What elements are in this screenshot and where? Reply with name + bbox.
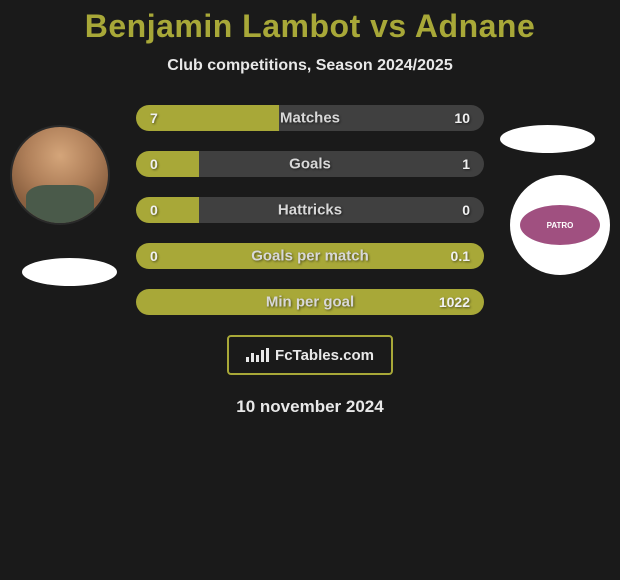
logo-text: FcTables.com <box>275 347 374 364</box>
stat-right-value: 0.1 <box>451 248 470 264</box>
stat-right-value: 1 <box>462 156 470 172</box>
player-left-avatar <box>10 125 110 225</box>
stat-label: Goals <box>289 156 331 173</box>
stat-bar-right-fill <box>199 151 484 177</box>
player-left-club-badge <box>22 258 117 286</box>
stat-bar: 0 Goals per match 0.1 <box>136 243 484 269</box>
player-right-avatar: PATRO <box>510 175 610 275</box>
stat-bar: 0 Hattricks 0 <box>136 197 484 223</box>
stat-bar: 0 Goals 1 <box>136 151 484 177</box>
stat-right-value: 10 <box>454 110 470 126</box>
stat-label: Min per goal <box>266 294 354 311</box>
subtitle: Club competitions, Season 2024/2025 <box>0 57 620 75</box>
player-right-badge-label: PATRO <box>520 205 600 245</box>
fctables-logo: FcTables.com <box>227 335 393 375</box>
date-label: 10 november 2024 <box>0 397 620 417</box>
bar-chart-icon <box>246 348 269 362</box>
stat-left-value: 0 <box>150 156 158 172</box>
stat-bar: Min per goal 1022 <box>136 289 484 315</box>
player-right-club-badge <box>500 125 595 153</box>
stat-label: Hattricks <box>278 202 342 219</box>
stat-bar: 7 Matches 10 <box>136 105 484 131</box>
stat-left-value: 7 <box>150 110 158 126</box>
stat-label: Matches <box>280 110 340 127</box>
stat-bar-left-fill <box>136 151 199 177</box>
stat-left-value: 0 <box>150 202 158 218</box>
stat-right-value: 0 <box>462 202 470 218</box>
stat-left-value: 0 <box>150 248 158 264</box>
stat-label: Goals per match <box>251 248 369 265</box>
stats-bars: 7 Matches 10 0 Goals 1 0 Hattricks 0 0 G… <box>136 105 484 315</box>
page-title: Benjamin Lambot vs Adnane <box>0 8 620 45</box>
stat-bar-left-fill <box>136 197 199 223</box>
stat-right-value: 1022 <box>439 294 470 310</box>
